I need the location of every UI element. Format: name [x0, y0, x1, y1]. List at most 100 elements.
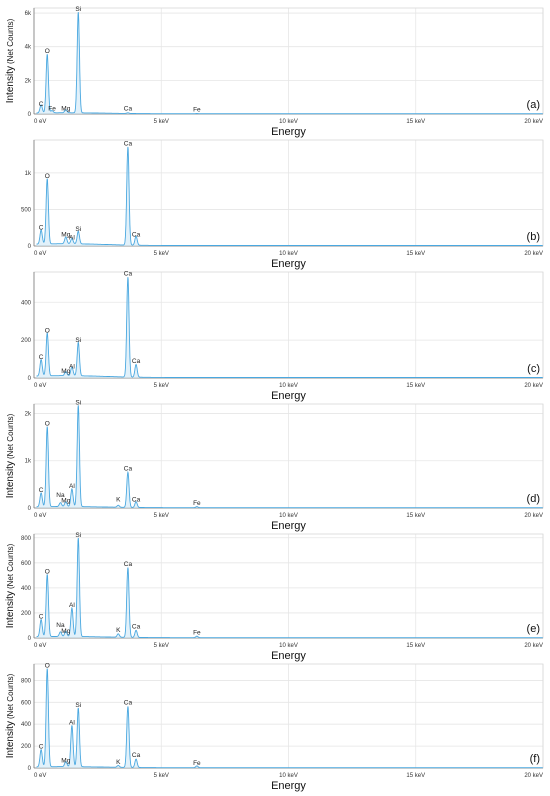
- x-tick-label: 5 keV: [154, 643, 169, 649]
- peak-label: Si: [75, 337, 81, 344]
- y-tick-label: 2k: [25, 411, 32, 417]
- y-axis-label: Intensity (Net Counts): [5, 18, 16, 103]
- spectrum-line: [36, 277, 543, 378]
- spectrum-area: [36, 146, 543, 246]
- x-axis-label: Energy: [271, 650, 306, 662]
- x-tick-label: 15 keV: [406, 513, 425, 519]
- x-tick-label: 0 eV: [34, 383, 46, 389]
- x-tick-label: 0 eV: [34, 513, 46, 519]
- peak-label: C: [39, 224, 44, 231]
- spectrum-line: [36, 668, 543, 769]
- y-tick-label: 200: [21, 338, 32, 344]
- peak-label: Ca: [132, 623, 141, 630]
- x-tick-label: 5 keV: [154, 119, 169, 125]
- peak-label: O: [45, 568, 50, 575]
- peak-label: Ca: [132, 496, 141, 503]
- peak-label: Ca: [132, 358, 141, 365]
- peak-label: Si: [75, 226, 81, 233]
- spectrum-line: [36, 537, 543, 639]
- peak-label: Ca: [124, 466, 133, 473]
- peak-label: C: [39, 613, 44, 620]
- peak-label: Mg: [61, 232, 70, 239]
- peak-label: Mg: [61, 368, 70, 375]
- spectrum-area: [36, 12, 543, 115]
- y-axis-label-main: Intensity: [5, 591, 16, 628]
- x-axis-label: Energy: [271, 258, 306, 270]
- peak-label: Mg: [61, 758, 70, 765]
- peak-label: Fe: [48, 105, 56, 112]
- x-tick-label: 10 keV: [279, 773, 298, 779]
- peak-label: Ca: [124, 105, 133, 112]
- peak-label: Mg: [61, 628, 70, 635]
- peak-label: Al: [69, 483, 75, 490]
- x-tick-label: 10 keV: [279, 251, 298, 257]
- y-tick-label: 1k: [25, 171, 32, 177]
- x-tick-label: 5 keV: [154, 251, 169, 257]
- y-axis-label-unit: (Net Counts): [6, 18, 15, 64]
- x-tick-label: 20 keV: [524, 643, 543, 649]
- y-tick-label: 400: [21, 586, 32, 592]
- spectrum-line: [36, 12, 543, 115]
- panel-label: (e): [527, 623, 540, 635]
- peak-label: O: [45, 48, 50, 55]
- y-tick-label: 6k: [25, 11, 32, 17]
- x-tick-label: 20 keV: [524, 513, 543, 519]
- x-tick-label: 0 eV: [34, 643, 46, 649]
- x-tick-label: 0 eV: [34, 773, 46, 779]
- y-axis-label-unit: (Net Counts): [6, 673, 15, 719]
- y-tick-label: 800: [21, 678, 32, 684]
- x-tick-label: 10 keV: [279, 119, 298, 125]
- peak-label: Si: [75, 6, 81, 13]
- peak-label: O: [45, 327, 50, 334]
- y-tick-label: 600: [21, 700, 32, 706]
- x-tick-label: 20 keV: [524, 251, 543, 257]
- panel-label: (d): [527, 493, 540, 505]
- x-tick-label: 0 eV: [34, 251, 46, 257]
- y-tick-label: 1k: [25, 459, 32, 465]
- peak-label: K: [116, 627, 121, 634]
- peak-label: C: [39, 487, 44, 494]
- y-tick-label: 200: [21, 611, 32, 617]
- x-tick-label: 5 keV: [154, 383, 169, 389]
- panel-label: (b): [527, 231, 540, 243]
- y-axis-label-unit: (Net Counts): [6, 413, 15, 459]
- peak-label: Fe: [193, 500, 201, 507]
- y-axis-label-unit: (Net Counts): [6, 543, 15, 589]
- y-axis-label-main: Intensity: [5, 721, 16, 758]
- panel-label: (c): [527, 363, 540, 375]
- y-tick-label: 400: [21, 722, 32, 728]
- y-tick-label: 2k: [25, 78, 32, 84]
- x-tick-label: 15 keV: [406, 773, 425, 779]
- x-tick-label: 15 keV: [406, 119, 425, 125]
- peak-label: Al: [69, 235, 75, 242]
- y-tick-label: 500: [21, 207, 32, 213]
- x-tick-label: 15 keV: [406, 251, 425, 257]
- x-tick-label: 10 keV: [279, 513, 298, 519]
- x-tick-label: 20 keV: [524, 773, 543, 779]
- peak-label: Fe: [193, 107, 201, 114]
- x-tick-label: 15 keV: [406, 643, 425, 649]
- peak-label: Ca: [132, 752, 141, 759]
- peak-label: Al: [69, 719, 75, 726]
- spectrum-area: [36, 277, 543, 378]
- spectrum-line: [36, 146, 543, 246]
- peak-label: Ca: [132, 232, 141, 239]
- peak-label: Ca: [124, 140, 133, 147]
- peak-label: C: [39, 101, 44, 108]
- spectrum-area: [36, 668, 543, 768]
- x-axis-label: Energy: [271, 390, 306, 402]
- y-tick-label: 0: [28, 244, 32, 250]
- y-tick-label: 0: [28, 636, 32, 642]
- x-tick-label: 5 keV: [154, 513, 169, 519]
- y-axis-label: Intensity (Net Counts): [5, 543, 16, 628]
- peak-label: Na: [56, 622, 65, 629]
- y-axis-label-main: Intensity: [5, 66, 16, 103]
- spectrum-area: [36, 405, 543, 508]
- peak-label: Ca: [124, 561, 133, 568]
- y-axis-label: Intensity (Net Counts): [5, 673, 16, 758]
- y-tick-label: 0: [28, 506, 32, 512]
- y-tick-label: 0: [28, 766, 32, 772]
- y-axis-label: Intensity (Net Counts): [5, 413, 16, 498]
